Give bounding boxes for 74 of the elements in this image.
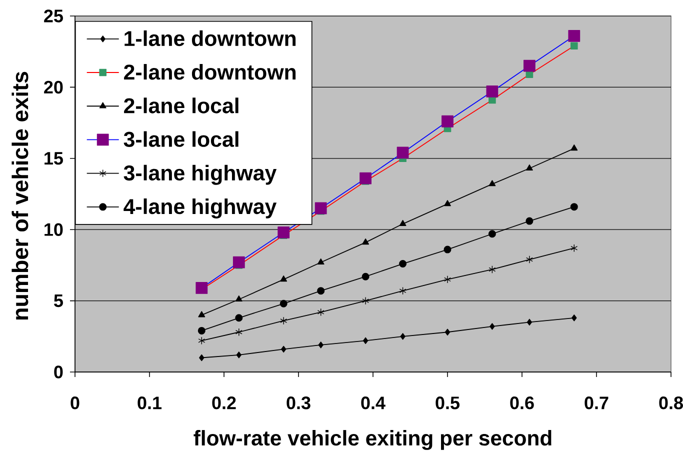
point: [198, 336, 206, 345]
point: [399, 286, 406, 295]
point: [318, 342, 324, 348]
x-axis-title: flow-rate vehicle exiting per second: [194, 430, 552, 450]
legend-label: 2-lane downtown: [124, 64, 296, 80]
legend-label: 3-lane local: [124, 131, 238, 147]
point: [235, 328, 242, 336]
point: [572, 314, 577, 322]
point: [317, 287, 325, 295]
point: [444, 275, 451, 284]
point: [488, 180, 496, 186]
point: [400, 333, 406, 340]
point: [444, 246, 452, 254]
point: [524, 60, 536, 72]
point: [235, 314, 243, 322]
point: [570, 42, 578, 50]
x-tick-label: 0.5: [436, 396, 460, 410]
point: [236, 352, 242, 358]
point: [396, 146, 409, 159]
point: [490, 323, 495, 330]
x-tick-label: 0: [70, 396, 80, 410]
point: [278, 226, 290, 238]
point: [570, 144, 578, 151]
point: [280, 316, 288, 325]
y-tick-label: 25: [44, 10, 63, 22]
point: [399, 260, 407, 268]
point: [444, 200, 451, 206]
point: [362, 272, 370, 280]
y-tick-label: 10: [44, 223, 63, 236]
point: [362, 296, 370, 305]
point: [526, 318, 532, 326]
point: [281, 346, 286, 353]
x-tick-label: 0.3: [286, 396, 310, 410]
legend-label: 1-lane downtown: [124, 30, 296, 46]
point: [486, 86, 498, 98]
point: [444, 328, 450, 336]
x-tick-label: 0.6: [510, 396, 534, 410]
y-tick-label: 0: [54, 366, 63, 378]
x-tick-label: 0.2: [212, 396, 236, 410]
point: [362, 337, 368, 344]
point: [232, 256, 245, 268]
x-tick-label: 0.4: [361, 396, 386, 410]
point: [196, 282, 208, 294]
point: [198, 326, 206, 334]
legend-label: 4-lane highway: [124, 198, 277, 218]
point: [317, 308, 324, 316]
point: [488, 230, 496, 238]
point: [198, 311, 206, 318]
point: [362, 238, 370, 245]
y-tick-label: 15: [44, 152, 63, 165]
point: [360, 172, 372, 184]
point: [235, 295, 242, 302]
point: [570, 244, 578, 252]
y-tick-label: 5: [54, 294, 63, 308]
point: [314, 202, 327, 214]
legend-label: 2-lane local: [124, 98, 238, 114]
x-tick-label: 0.1: [138, 396, 162, 410]
y-tick-label: 20: [44, 80, 63, 94]
point: [199, 354, 204, 362]
point: [442, 115, 454, 128]
point: [488, 266, 496, 274]
point: [570, 203, 578, 211]
legend-label: 3-lane highway: [124, 164, 277, 185]
point: [526, 164, 533, 171]
point: [568, 30, 580, 42]
point: [399, 220, 406, 226]
point: [526, 217, 534, 225]
point: [280, 275, 288, 282]
point: [280, 300, 288, 308]
point: [526, 256, 533, 264]
point: [317, 258, 324, 264]
x-tick-label: 0.8: [659, 396, 683, 410]
y-axis-title: number of vehicle exits: [12, 72, 28, 320]
x-tick-label: 0.7: [584, 396, 608, 410]
